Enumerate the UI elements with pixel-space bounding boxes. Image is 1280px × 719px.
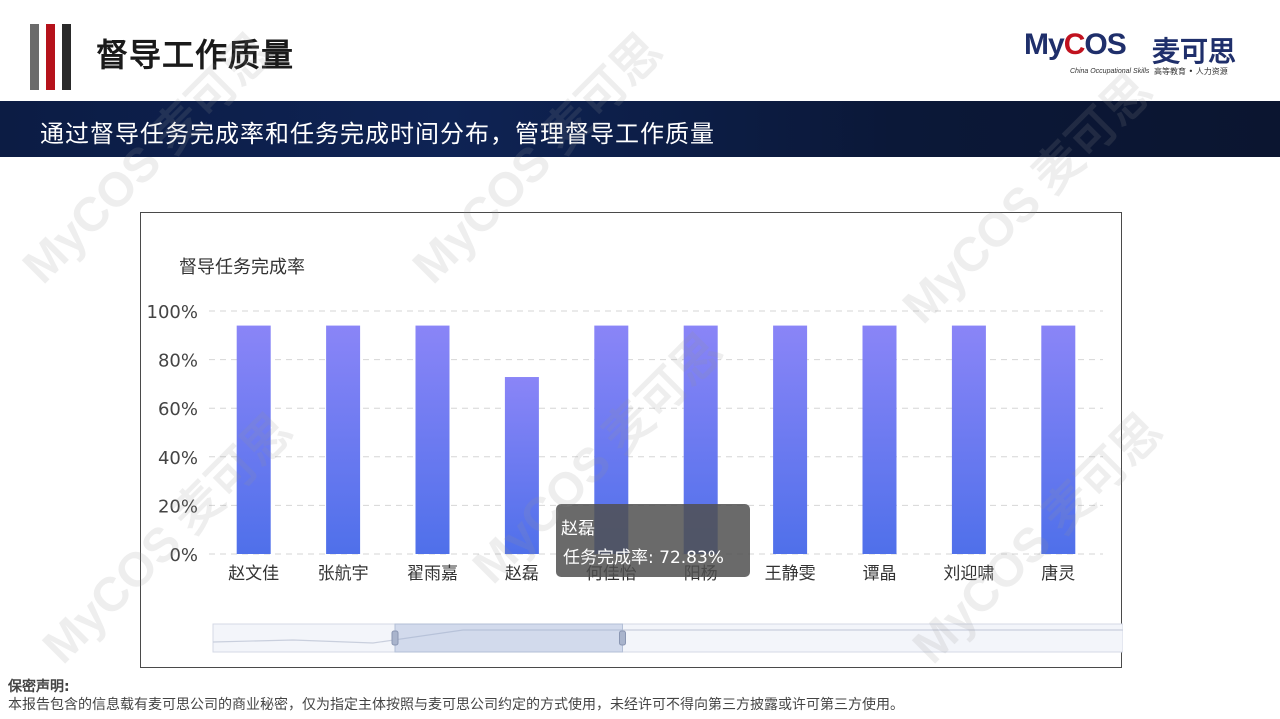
- chart-panel: 督导任务完成率 0%20%40%60%80%100% 赵文佳张航宇翟雨嘉赵磊何佳…: [140, 212, 1123, 668]
- zoom-window[interactable]: [394, 623, 623, 653]
- banner-text: 通过督导任务完成率和任务完成时间分布，管理督导工作质量: [40, 120, 715, 148]
- zoom-handle-start[interactable]: [391, 630, 399, 646]
- logo-chinese-tagline: 高等教育 • 人力资源: [1154, 67, 1228, 76]
- x-tick-label: 翟雨嘉: [407, 564, 458, 584]
- y-tick-label: 0%: [169, 545, 198, 566]
- y-tick-label: 80%: [158, 351, 198, 372]
- chart-tooltip: 赵磊 任务完成率: 72.83%: [556, 504, 750, 577]
- bar[interactable]: [504, 377, 539, 554]
- slide-title: 督导工作质量: [96, 36, 295, 74]
- x-tick-label: 赵文佳: [228, 564, 279, 584]
- y-tick-label: 100%: [147, 302, 198, 323]
- zoom-preview-line: [212, 629, 1123, 644]
- zoom-handle-end[interactable]: [619, 630, 626, 646]
- y-tick-label: 40%: [158, 448, 198, 469]
- bar[interactable]: [236, 325, 271, 554]
- confidentiality-text: 本报告包含的信息载有麦可思公司的商业秘密，仅为指定主体按照与麦可思公司约定的方式…: [8, 697, 904, 713]
- subtitle-banner: 通过督导任务完成率和任务完成时间分布，管理督导工作质量: [0, 101, 1280, 157]
- zoom-track[interactable]: [212, 623, 1123, 653]
- bar[interactable]: [1041, 325, 1076, 554]
- x-tick-label: 张航宇: [318, 564, 369, 584]
- x-tick-label: 刘迎啸: [943, 564, 994, 584]
- x-tick-label: 唐灵: [1041, 563, 1075, 584]
- y-tick-label: 20%: [158, 496, 198, 517]
- tooltip-name: 赵磊: [561, 519, 595, 539]
- chart-title: 督导任务完成率: [179, 257, 305, 278]
- logo-chinese-name: 麦可思: [1152, 35, 1237, 68]
- bar[interactable]: [773, 325, 808, 554]
- x-tick-label: 王静雯: [765, 564, 816, 584]
- y-tick-label: 60%: [158, 399, 198, 420]
- bar[interactable]: [326, 325, 361, 554]
- logo-wordmark: MyCOS: [1024, 28, 1127, 61]
- bar[interactable]: [951, 325, 986, 554]
- bar[interactable]: [415, 325, 450, 554]
- accent-bar-dark: [62, 24, 71, 90]
- title-accent-bars: [30, 24, 76, 90]
- logo-english-tagline: China Occupational Skills: [1070, 68, 1150, 75]
- x-tick-label: 赵磊: [505, 564, 539, 584]
- bar-chart: 督导任务完成率 0%20%40%60%80%100% 赵文佳张航宇翟雨嘉赵磊何佳…: [147, 257, 1123, 653]
- accent-bar-grey: [30, 24, 39, 90]
- tooltip-value: 任务完成率: 72.83%: [563, 548, 724, 568]
- confidentiality-title: 保密声明:: [8, 679, 70, 695]
- tooltip-box: [556, 504, 750, 577]
- mycos-logo: MyCOS 麦可思 China Occupational Skills 高等教育…: [1024, 28, 1256, 78]
- x-tick-label: 谭晶: [863, 564, 897, 584]
- bar[interactable]: [862, 325, 897, 554]
- accent-bar-red: [46, 24, 55, 90]
